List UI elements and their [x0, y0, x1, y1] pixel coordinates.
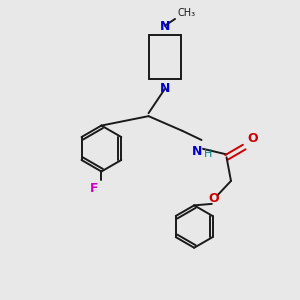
Text: F: F — [89, 182, 98, 195]
Text: N: N — [192, 145, 202, 158]
Text: O: O — [208, 192, 219, 205]
Text: N: N — [160, 20, 170, 33]
Text: N: N — [160, 82, 170, 95]
Text: CH₃: CH₃ — [177, 8, 196, 18]
Text: O: O — [247, 132, 258, 145]
Text: H: H — [204, 149, 212, 159]
